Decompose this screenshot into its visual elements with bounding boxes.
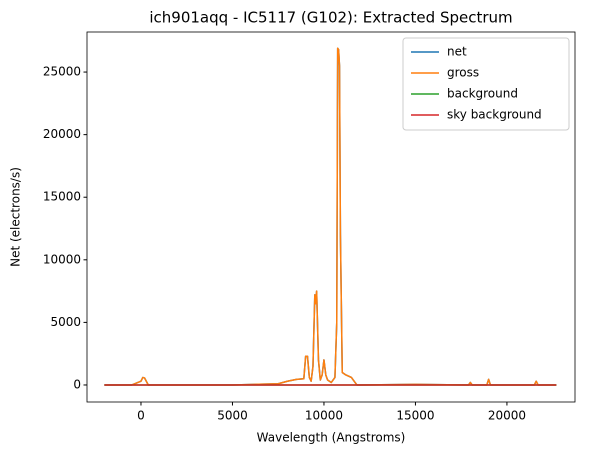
x-tick-label: 10000 [305,409,343,423]
y-tick-label: 0 [73,377,81,391]
y-tick-label: 25000 [43,65,81,79]
legend-label: background [447,87,518,101]
y-tick-label: 20000 [43,127,81,141]
legend-label: gross [447,66,479,80]
x-tick-label: 20000 [488,409,526,423]
x-axis-label: Wavelength (Angstroms) [257,431,406,445]
x-tick-label: 0 [137,409,145,423]
chart-title: ich901aqq - IC5117 (G102): Extracted Spe… [149,9,512,27]
series-line [104,47,557,386]
legend-label: net [447,45,467,59]
plot-frame [86,31,576,403]
y-tick-label: 15000 [43,190,81,204]
y-tick-label: 10000 [43,252,81,266]
y-tick-label: 5000 [50,315,81,329]
x-tick-label: 5000 [217,409,248,423]
x-tick-label: 15000 [396,409,434,423]
legend-label: sky background [447,108,542,122]
legend-box [402,37,570,131]
y-axis-label: Net (electrons/s) [9,167,23,267]
